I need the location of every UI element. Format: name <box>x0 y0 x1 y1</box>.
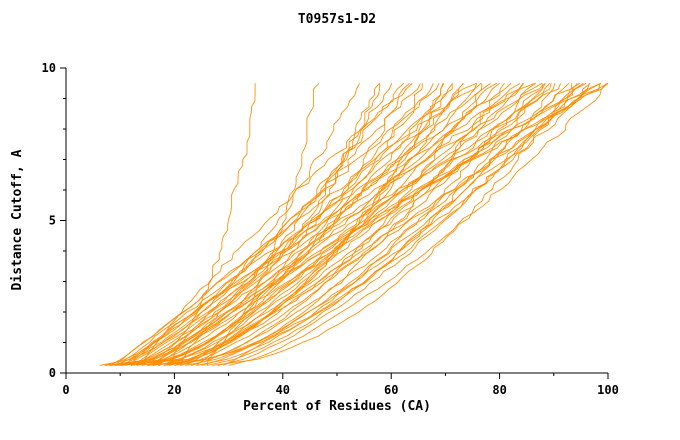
y-tick-label: 10 <box>42 61 56 75</box>
gdt-curve <box>206 83 556 366</box>
gdt-curve <box>212 82 580 366</box>
chart-title: T0957s1-D2 <box>297 12 377 27</box>
x-tick-label: 20 <box>167 383 181 397</box>
gdt-curve <box>130 82 464 366</box>
gdt-curve <box>136 82 500 366</box>
x-tick-label: 0 <box>62 383 69 397</box>
gdt-curve <box>179 83 478 366</box>
gdt-curve <box>110 83 380 366</box>
gdt-curve <box>169 82 536 366</box>
gdt-curve <box>174 83 483 366</box>
gdt-curve <box>147 83 543 366</box>
gdt-curve <box>228 82 609 366</box>
gdt-curve <box>131 83 524 366</box>
gdt-curve <box>130 82 601 366</box>
gdt-curve <box>120 83 454 366</box>
gdt-curve <box>164 82 584 366</box>
gdt-curve <box>141 82 413 366</box>
gdt-curve <box>120 83 393 366</box>
x-tick-label: 100 <box>597 383 619 397</box>
gdt-curve <box>201 82 602 366</box>
y-tick-label: 5 <box>49 214 56 228</box>
gdt-curve <box>206 82 609 366</box>
gdt-curve <box>217 83 578 366</box>
gdt-curve <box>180 83 546 366</box>
gdt-curve <box>125 82 546 366</box>
x-tick-label: 40 <box>276 383 290 397</box>
x-tick-label: 60 <box>384 383 398 397</box>
gdt-curve <box>190 82 570 366</box>
gdt-curve <box>114 83 421 366</box>
y-axis-label: Distance Cutoff, A <box>10 149 25 291</box>
gdt-curve <box>114 82 477 366</box>
gdt-curve <box>141 82 543 366</box>
gdt-curve <box>125 83 434 366</box>
x-tick-label: 80 <box>492 383 506 397</box>
gdt-curve <box>130 82 410 366</box>
y-tick-label: 0 <box>49 366 56 380</box>
gdt-curve <box>136 83 445 366</box>
gdt-curve <box>120 83 444 366</box>
gdt-curve <box>223 82 591 366</box>
gdt-curve <box>195 82 551 366</box>
x-axis-label: Percent of Residues (CA) <box>243 399 431 414</box>
gdt-curve <box>99 83 361 366</box>
